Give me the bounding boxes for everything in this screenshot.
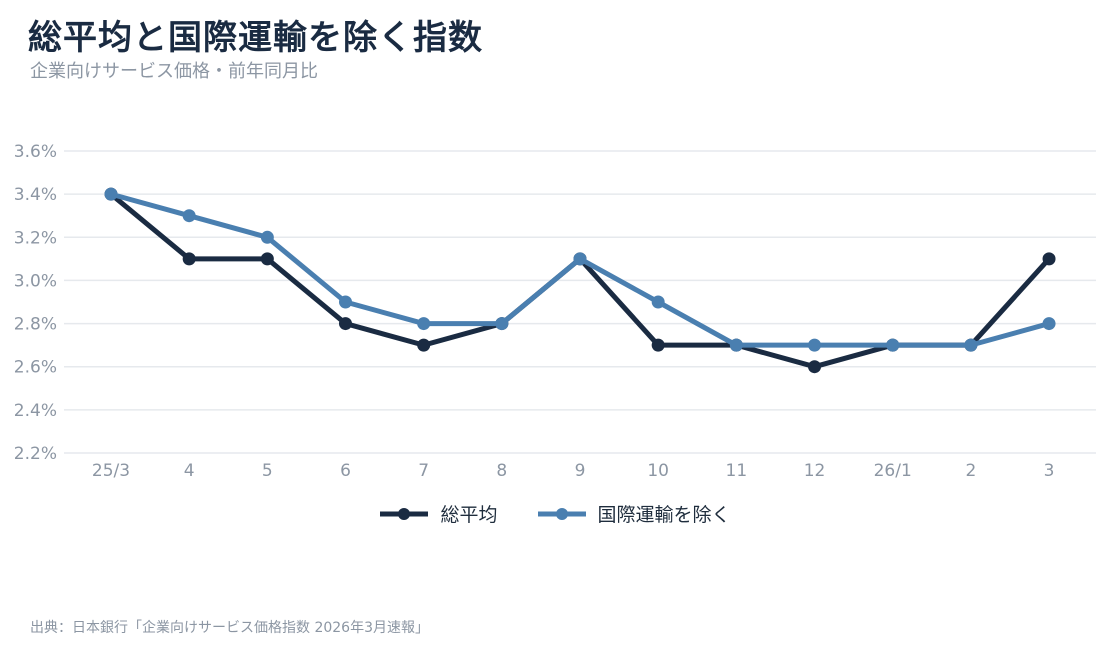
x-tick-label: 2 xyxy=(965,461,976,481)
chart-title: 総平均と国際運輸を除く指数 xyxy=(28,18,483,58)
x-tick-label: 5 xyxy=(262,461,273,481)
legend-label-series-1: 総平均 xyxy=(440,504,498,526)
data-point-series-1 xyxy=(808,360,822,374)
x-tick-label: 26/1 xyxy=(874,461,912,481)
data-point-series-2 xyxy=(808,338,822,352)
grid-lines xyxy=(64,150,1096,454)
x-axis-ticks: 25/3 4 5 6 7 8 9 10 11 12 26/1 2 3 xyxy=(92,461,1055,481)
x-tick-label: 4 xyxy=(184,461,195,481)
data-point-series-2 xyxy=(260,230,274,244)
data-point-series-1 xyxy=(182,252,196,266)
y-tick-label: 3.0% xyxy=(14,271,57,291)
y-tick-label: 2.6% xyxy=(14,358,57,378)
data-point-series-2 xyxy=(417,317,431,331)
x-tick-label: 3 xyxy=(1044,461,1055,481)
y-tick-label: 2.2% xyxy=(14,444,57,464)
data-point-series-1 xyxy=(339,317,353,331)
y-tick-label: 2.4% xyxy=(14,401,57,421)
data-point-series-2 xyxy=(573,252,587,266)
data-point-series-2 xyxy=(495,317,509,331)
x-tick-label: 8 xyxy=(496,461,507,481)
data-point-series-2 xyxy=(1042,317,1056,331)
data-point-series-1 xyxy=(260,252,274,266)
x-tick-label: 10 xyxy=(647,461,669,481)
x-tick-label: 11 xyxy=(726,461,748,481)
y-axis-ticks: 2.2% 2.4% 2.6% 2.8% 3.0% 3.2% 3.4% 3.6% xyxy=(14,142,57,464)
data-point-series-1 xyxy=(1042,252,1056,266)
line-chart: 2.2% 2.4% 2.6% 2.8% 3.0% 3.2% 3.4% 3.6% 25/3 4 5 6… xyxy=(14,142,1096,481)
data-point-series-2 xyxy=(339,295,353,309)
legend-swatch-series-1 xyxy=(380,507,429,520)
x-tick-label: 7 xyxy=(418,461,429,481)
y-tick-label: 3.6% xyxy=(14,142,57,162)
series-lines xyxy=(104,187,1056,374)
data-point-series-2 xyxy=(729,338,743,352)
series-line-2 xyxy=(108,191,1052,348)
x-tick-label: 6 xyxy=(340,461,351,481)
x-tick-label: 12 xyxy=(804,461,826,481)
y-tick-label: 3.2% xyxy=(14,228,57,248)
data-point-series-2 xyxy=(182,209,196,223)
data-point-series-1 xyxy=(651,338,665,352)
legend-item-series-2: 国際運輸を除く xyxy=(537,500,731,527)
y-tick-label: 3.4% xyxy=(14,185,57,205)
chart-subtitle: 企業向けサービス価格・前年同月比 xyxy=(30,61,318,82)
x-tick-label: 9 xyxy=(575,461,586,481)
y-tick-label: 2.8% xyxy=(14,315,57,335)
x-tick-label: 25/3 xyxy=(92,461,130,481)
legend: 総平均 国際運輸を除く xyxy=(0,500,1111,527)
legend-label-series-2: 国際運輸を除く xyxy=(597,504,731,526)
data-point-series-2 xyxy=(964,338,978,352)
legend-item-series-1: 総平均 xyxy=(380,500,498,527)
data-point-series-2 xyxy=(886,338,900,352)
data-point-series-1 xyxy=(417,338,431,352)
source-note: 出典：日本銀行「企業向けサービス価格指数 2026年3月速報」 xyxy=(30,620,429,636)
data-point-series-2 xyxy=(104,187,118,201)
legend-swatch-series-2 xyxy=(537,507,586,520)
data-point-series-2 xyxy=(651,295,665,309)
